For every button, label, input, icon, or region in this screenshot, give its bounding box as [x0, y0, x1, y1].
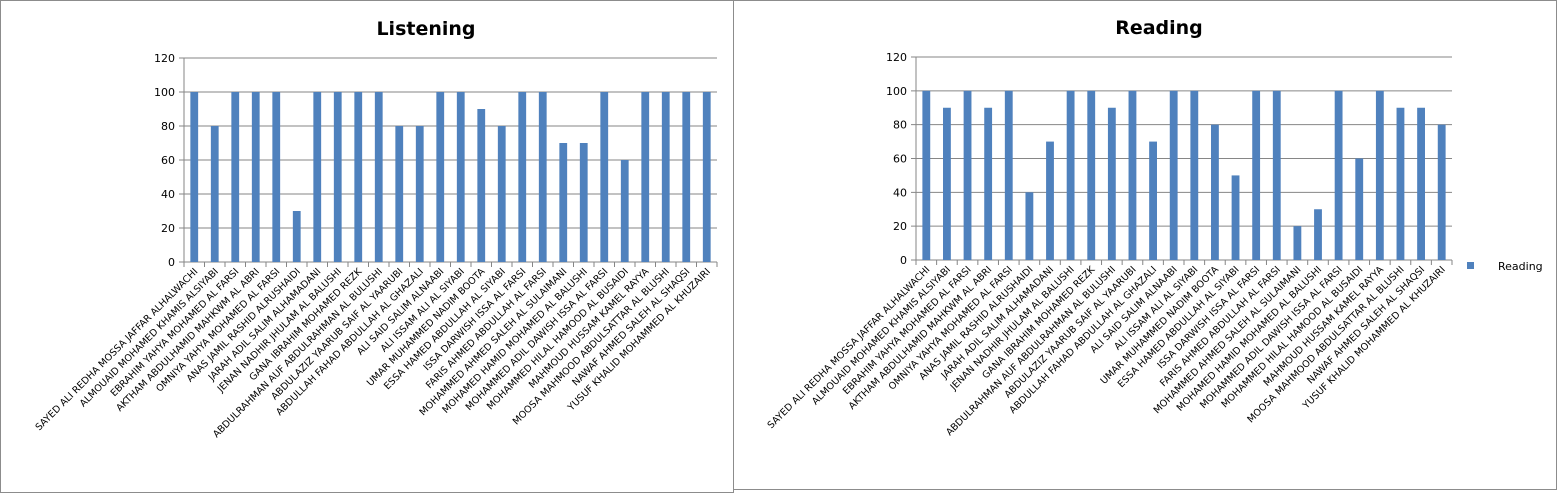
- bar: [1004, 90, 1013, 260]
- y-tick-label: 20: [161, 222, 175, 235]
- reading-chart: Reading 0 20 40 60 80 100 120 SAYED ALI REDHA MO…: [733, 0, 1557, 490]
- x-category-label: AKTHAM ABDULHAMID MAHKWM AL ABRI: [847, 264, 995, 412]
- bar: [374, 92, 383, 262]
- bar: [518, 92, 527, 262]
- bar: [922, 90, 931, 260]
- bar: [579, 143, 588, 262]
- y-tick-label: 60: [893, 153, 907, 166]
- bar: [984, 107, 993, 260]
- bar: [1169, 90, 1178, 260]
- bar: [1128, 90, 1137, 260]
- bar: [1211, 124, 1219, 261]
- bar: [1437, 124, 1446, 261]
- bar: [1025, 192, 1034, 260]
- y-tick-label: 0: [168, 256, 175, 269]
- bar: [1293, 226, 1302, 260]
- bar: [661, 92, 670, 262]
- bar: [1087, 90, 1096, 260]
- bar: [1417, 107, 1425, 260]
- bar: [333, 92, 342, 262]
- bar: [1149, 141, 1157, 260]
- bar: [641, 92, 650, 262]
- legend-label: Reading: [1498, 260, 1543, 273]
- bar: [313, 92, 322, 262]
- y-tick-label: 120: [886, 51, 907, 64]
- bar: [1252, 90, 1261, 260]
- bar: [456, 92, 465, 262]
- bar: [251, 92, 260, 262]
- bar: [497, 126, 506, 262]
- chart-title: Reading: [1115, 17, 1203, 39]
- bar: [963, 90, 972, 260]
- bar: [231, 92, 240, 262]
- y-tick-label: 100: [886, 85, 907, 98]
- bar: [1066, 90, 1075, 260]
- bar: [1190, 90, 1199, 260]
- bar: [620, 160, 629, 262]
- chart-title: Listening: [376, 18, 475, 40]
- bar: [477, 109, 486, 262]
- y-tick-label: 0: [900, 254, 907, 267]
- bar: [1375, 90, 1384, 260]
- bar: [559, 143, 568, 262]
- bar: [395, 126, 404, 262]
- bar: [1046, 141, 1054, 260]
- bar: [272, 92, 281, 262]
- bar: [1231, 175, 1240, 260]
- y-tick-label: 80: [893, 119, 907, 132]
- y-tick-label: 40: [893, 186, 907, 199]
- bar: [702, 92, 711, 262]
- bar: [292, 211, 301, 262]
- y-tick-label: 20: [893, 220, 907, 233]
- bar: [600, 92, 609, 262]
- bar: [190, 92, 199, 262]
- x-category-label: AKTHAM ABDULHAMID MAHKWM AL ABRI: [114, 266, 262, 414]
- bar: [682, 92, 691, 262]
- bar: [1334, 90, 1343, 260]
- y-tick-label: 40: [161, 188, 175, 201]
- y-tick-label: 80: [161, 120, 175, 133]
- bar: [1314, 209, 1322, 260]
- bar: [354, 92, 363, 262]
- bar: [538, 92, 547, 262]
- y-tick-label: 100: [154, 86, 175, 99]
- legend-swatch: [1467, 262, 1474, 269]
- bar: [436, 92, 445, 262]
- y-tick-label: 120: [154, 52, 175, 65]
- x-category-label: ALMOUAID MOHAMED KHAMIS ALSIYABI: [78, 266, 221, 409]
- bar: [943, 107, 951, 260]
- bar: [1396, 107, 1405, 260]
- bar: [1107, 107, 1116, 260]
- y-tick-label: 60: [161, 154, 175, 167]
- listening-chart: Listening 0 20 40 60 80 100 120 SAYED ALI REDHA …: [0, 0, 734, 493]
- bar: [415, 126, 424, 262]
- x-category-label: ALMOUAID MOHAMED KHAMIS ALSIYABI: [810, 264, 953, 407]
- bar: [1355, 158, 1364, 260]
- bar: [210, 126, 219, 262]
- bar: [1272, 90, 1281, 260]
